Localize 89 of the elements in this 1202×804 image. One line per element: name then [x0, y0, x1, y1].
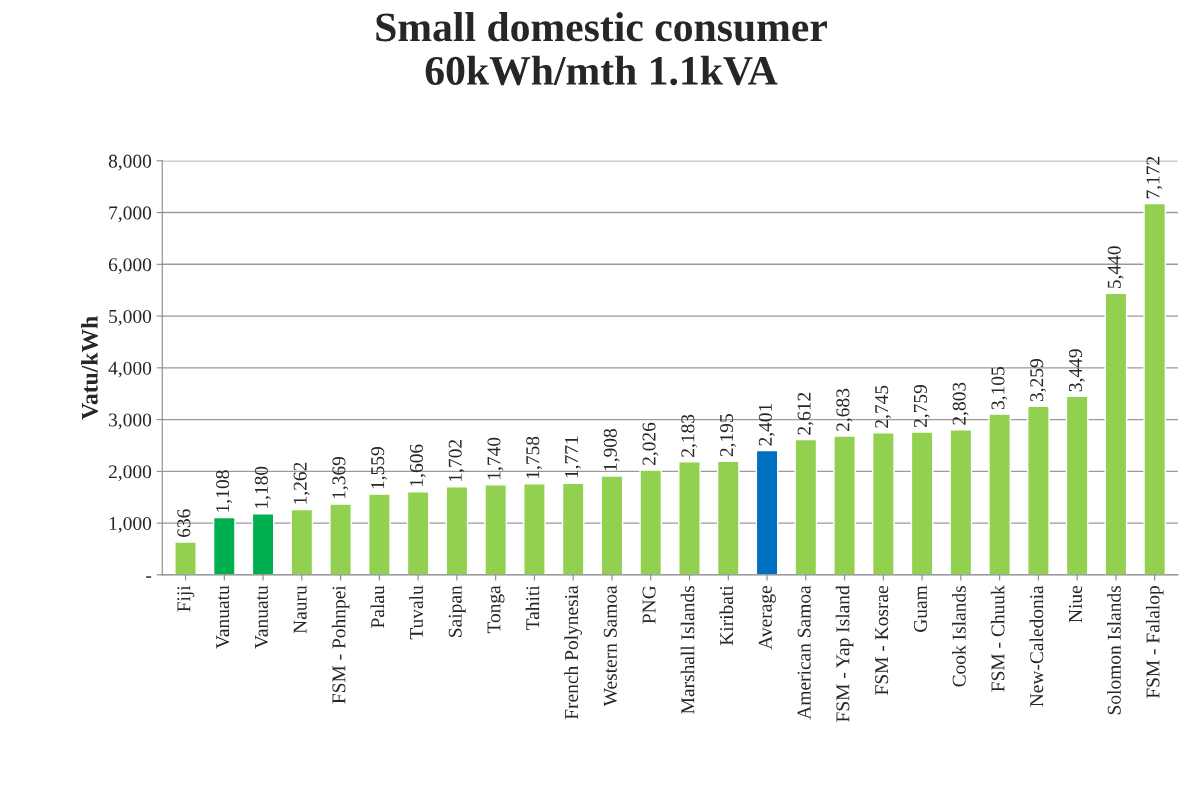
x-tick-label: Vanuatu	[255, 585, 269, 649]
data-label: 2,183	[681, 414, 698, 457]
x-tick-label: American Samoa	[797, 585, 811, 720]
x-tick-label: Kiribati	[719, 585, 734, 646]
y-axis-title: Vatu/kWh	[81, 316, 98, 420]
bar	[251, 513, 275, 575]
bar	[1027, 405, 1050, 575]
y-tick-label: 3,000	[109, 413, 152, 430]
x-tick-label: FSM - Kosrae	[875, 585, 889, 695]
bar	[639, 469, 663, 575]
data-label: 2,026	[642, 422, 659, 465]
bar	[755, 449, 779, 575]
data-label: 1,606	[409, 444, 426, 486]
x-tick-label: Fiji	[177, 585, 195, 612]
bar	[794, 438, 818, 575]
data-label: 2,759	[913, 384, 930, 428]
data-label: 3,105	[991, 367, 1008, 410]
bar	[1065, 395, 1089, 575]
x-tick-label: FSM - Chuuk	[990, 585, 1005, 692]
data-label: 2,612	[797, 392, 814, 435]
bar	[290, 508, 314, 575]
data-label: 1,740	[487, 437, 504, 479]
data-label: 1,771	[565, 436, 581, 478]
bar	[406, 491, 430, 575]
x-tick-label: Vanuatu	[216, 585, 230, 649]
x-tick-label: Tonga	[487, 585, 505, 634]
bar	[523, 483, 546, 575]
data-label: 2,683	[836, 388, 853, 431]
x-tick-label: Average	[758, 585, 776, 650]
data-label: 2,745	[875, 385, 891, 428]
bar	[561, 482, 585, 575]
data-label: 7,172	[1146, 156, 1163, 199]
y-tick-label: 4,000	[108, 361, 152, 378]
bar	[484, 484, 508, 575]
data-label: 1,369	[332, 456, 349, 499]
data-label: 3,259	[1030, 359, 1047, 402]
data-label: 2,401	[758, 403, 775, 446]
x-tick-label: French Polynesia	[564, 585, 583, 720]
x-tick-label: FSM - Pohnpei	[331, 585, 350, 704]
y-tick-label: -	[146, 576, 152, 578]
bar	[368, 493, 391, 575]
bar	[212, 516, 236, 575]
x-tick-label: Guam	[913, 585, 927, 632]
bar	[329, 503, 352, 575]
data-label: 1,108	[216, 470, 232, 512]
x-tick-label: FSM - Yap Island	[835, 585, 854, 722]
bar	[1104, 292, 1128, 575]
y-tick-label: 2,000	[108, 465, 152, 482]
data-label: 1,262	[293, 462, 310, 504]
x-tick-label: New-Caledonia	[1029, 585, 1044, 707]
x-tick-label: Marshall Islands	[680, 585, 695, 714]
data-label: 1,908	[603, 428, 620, 471]
y-tick-label: 5,000	[109, 309, 152, 326]
bar	[949, 429, 973, 575]
y-tick-label: 7,000	[109, 206, 152, 223]
y-tick-label: 6,000	[108, 258, 152, 275]
x-tick-label: Saipan	[448, 585, 466, 637]
data-label: 1,702	[448, 439, 465, 481]
x-tick-label: Solomon Islands	[1107, 585, 1121, 715]
y-tick-label: 1,000	[109, 516, 152, 533]
x-tick-label: Cook Islands	[952, 585, 966, 687]
bar	[1143, 202, 1167, 575]
data-label: 5,440	[1107, 246, 1124, 289]
bar	[600, 475, 624, 575]
chart-title: Small domestic consumer 60kWh/mth 1.1kVA	[376, 12, 827, 86]
data-label: 2,803	[952, 382, 969, 425]
bar	[871, 432, 895, 575]
x-tick-label: PNG	[642, 585, 656, 624]
data-label: 636	[177, 509, 191, 537]
data-label: 3,449	[1068, 349, 1085, 392]
bar	[174, 541, 197, 575]
x-tick-label: Tahiti	[525, 585, 540, 630]
x-tick-label: Palau	[370, 585, 385, 628]
bar	[988, 413, 1011, 575]
x-tick-label: Tuvalu	[409, 585, 423, 640]
bar	[445, 486, 469, 575]
bar	[678, 461, 701, 575]
data-label: 2,195	[720, 414, 736, 457]
x-tick-label: Niue	[1068, 585, 1083, 623]
bar	[910, 431, 934, 575]
bar	[833, 435, 856, 575]
x-tick-label: Nauru	[293, 585, 307, 634]
data-label: 1,559	[371, 447, 388, 489]
x-tick-label: FSM - Falalop	[1145, 586, 1164, 699]
data-label: 1,758	[526, 436, 543, 479]
y-tick-label: 8,000	[108, 154, 152, 171]
data-label: 1,180	[254, 466, 271, 508]
x-tick-label: Western Samoa	[603, 585, 617, 707]
bar	[716, 460, 740, 575]
